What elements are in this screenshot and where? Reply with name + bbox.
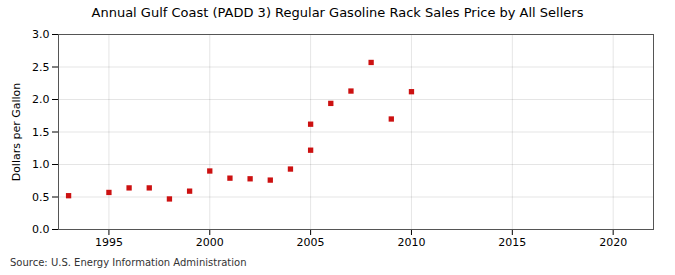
svg-text:2010: 2010 (397, 236, 425, 249)
svg-text:1.5: 1.5 (32, 126, 50, 139)
html-text:Annual Gulf Coast (PADD 3) Reg: Annual Gulf Coast (PADD 3) Regular Gasol… (91, 5, 584, 20)
svg-text:0.0: 0.0 (32, 223, 50, 236)
svg-text:2020: 2020 (599, 236, 627, 249)
svg-text:0.5: 0.5 (32, 191, 50, 204)
svg-text:2005: 2005 (297, 236, 325, 249)
html-text:Source: U.S. Energy Informatio: Source: U.S. Energy Information Administ… (10, 257, 247, 268)
svg-text:1995: 1995 (95, 236, 123, 249)
svg-text:2015: 2015 (498, 236, 526, 249)
svg-text:Dollars per Gallon: Dollars per Gallon (10, 83, 23, 182)
svg-text:3.0: 3.0 (32, 28, 50, 41)
svg-text:2000: 2000 (196, 236, 224, 249)
svg-text:2.5: 2.5 (32, 61, 50, 74)
svg-text:1.0: 1.0 (32, 158, 50, 171)
svg-text:2.0: 2.0 (32, 93, 50, 106)
